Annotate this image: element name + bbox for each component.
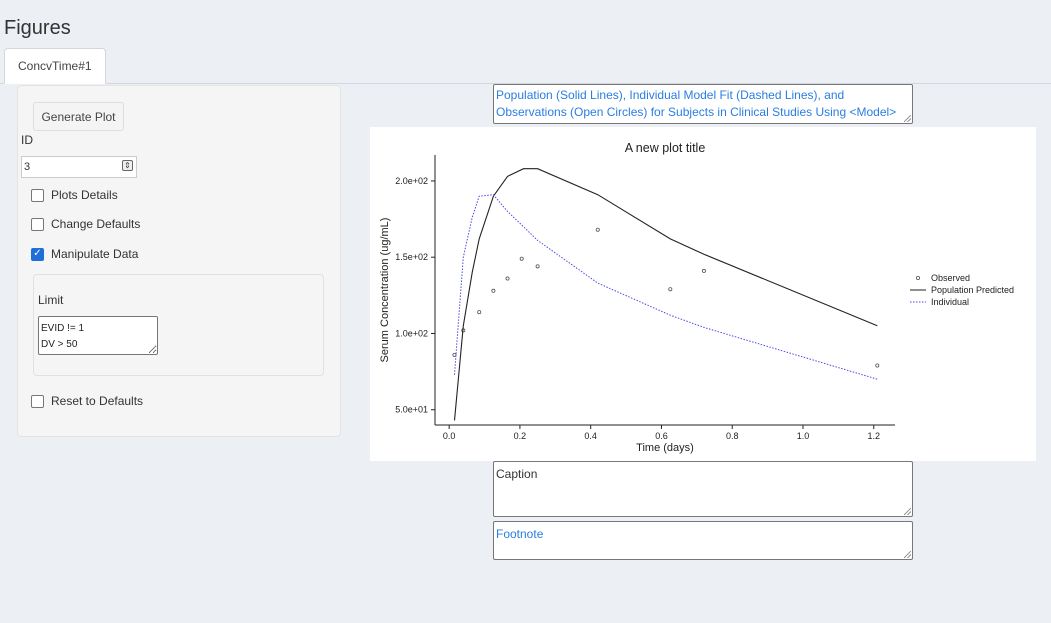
- caption-textarea[interactable]: Caption: [493, 461, 913, 517]
- plots-details-checkbox[interactable]: [31, 188, 44, 202]
- observed-point: [491, 288, 496, 293]
- legend-label: Individual: [931, 297, 969, 307]
- x-tick-label: 0.4: [584, 431, 597, 441]
- x-tick-label: 1.0: [797, 431, 810, 441]
- tab-bar: ConcvTime#1: [0, 48, 1051, 84]
- checkmark-icon: ✓: [33, 248, 42, 259]
- x-tick-label: 0.6: [655, 431, 668, 441]
- x-tick-label: 1.2: [868, 431, 881, 441]
- reset-defaults-checkbox[interactable]: [31, 394, 44, 408]
- population-predicted-line: [453, 168, 878, 421]
- sidebar-panel: Generate Plot ID 3 ⇕ Plots Details Chang…: [17, 85, 341, 437]
- legend-label: Population Predicted: [931, 285, 1014, 295]
- resize-handle-icon[interactable]: [904, 551, 911, 558]
- id-label: ID: [21, 133, 33, 147]
- observed-point: [701, 268, 706, 273]
- plot-area: A new plot title 0.0 0.2 0.4 0.6 0.8 1.0 1.2 5.0…: [370, 127, 1036, 461]
- footnote-text: Footnote: [496, 527, 544, 541]
- spinner-icon[interactable]: ⇕: [122, 160, 133, 171]
- limit-textarea[interactable]: EVID != 1 DV > 50: [38, 316, 158, 355]
- generate-plot-button[interactable]: Generate Plot: [33, 102, 124, 131]
- manipulate-data-label: Manipulate Data: [51, 247, 139, 261]
- limit-label: Limit: [38, 293, 64, 307]
- observed-point: [519, 256, 524, 261]
- manipulate-data-checkbox[interactable]: ✓: [31, 247, 44, 261]
- reset-defaults-option[interactable]: Reset to Defaults: [31, 392, 143, 410]
- id-value: 3: [24, 161, 31, 173]
- resize-handle-icon[interactable]: [904, 508, 911, 515]
- observed-point: [535, 264, 540, 269]
- y-tick-label: 2.0e+02: [395, 176, 428, 186]
- tab-concvtime-1[interactable]: ConcvTime#1: [4, 48, 106, 84]
- resize-handle-icon[interactable]: [904, 115, 911, 122]
- reset-defaults-label: Reset to Defaults: [51, 394, 144, 408]
- observed-point: [668, 287, 673, 292]
- footnote-textarea[interactable]: Footnote: [493, 521, 913, 560]
- y-axis-label: Serum Concentration (ug/mL): [379, 218, 391, 363]
- observed-point: [477, 310, 482, 315]
- figure-title-textarea[interactable]: Population (Solid Lines), Individual Mod…: [493, 84, 913, 124]
- x-axis-label: Time (days): [636, 442, 694, 454]
- y-tick-label: 1.0e+02: [395, 328, 428, 338]
- plots-details-label: Plots Details: [51, 188, 118, 202]
- observed-point: [505, 276, 510, 281]
- x-tick-label: 0.0: [443, 431, 456, 441]
- page-title: Figures: [4, 17, 71, 39]
- manipulate-data-option[interactable]: ✓ Manipulate Data: [31, 245, 138, 263]
- id-input[interactable]: 3: [21, 156, 137, 178]
- x-tick-label: 0.2: [514, 431, 527, 441]
- x-tick-label: 0.8: [726, 431, 739, 441]
- y-tick-label: 5.0e+01: [395, 405, 428, 415]
- limit-panel: Limit EVID != 1 DV > 50: [33, 274, 324, 376]
- legend-swatch-observed: [916, 275, 921, 280]
- figure-title-text: Population (Solid Lines), Individual Mod…: [496, 88, 897, 119]
- plots-details-option[interactable]: Plots Details: [31, 186, 118, 204]
- legend-label: Observed: [931, 273, 970, 283]
- change-defaults-checkbox[interactable]: [31, 217, 44, 231]
- observed-point: [595, 227, 600, 232]
- observed-point: [452, 352, 457, 357]
- change-defaults-option[interactable]: Change Defaults: [31, 215, 140, 233]
- change-defaults-label: Change Defaults: [51, 217, 141, 231]
- chart-title: A new plot title: [625, 141, 706, 155]
- caption-text: Caption: [496, 467, 538, 481]
- individual-line: [454, 194, 878, 380]
- y-tick-label: 1.5e+02: [395, 252, 428, 262]
- observed-point: [875, 363, 880, 368]
- concentration-time-chart: A new plot title 0.0 0.2 0.4 0.6 0.8 1.0 1.2 5.0…: [379, 141, 1014, 454]
